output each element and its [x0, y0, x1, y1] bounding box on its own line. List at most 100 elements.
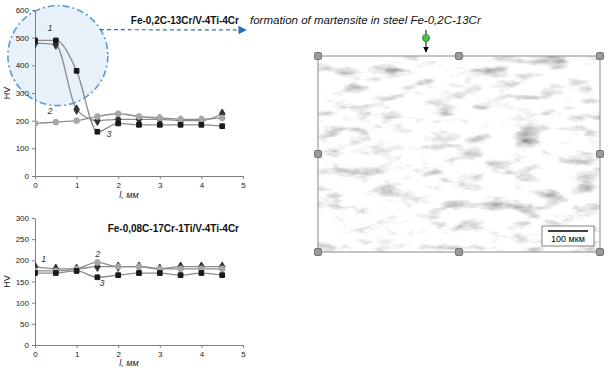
series-line — [35, 114, 222, 124]
y-tick: 250 — [16, 235, 35, 244]
selection-handle — [456, 249, 463, 256]
x-tick: 1 — [75, 176, 80, 190]
series-line — [35, 43, 222, 120]
x-tick-mark — [118, 345, 119, 348]
x-tick: 0 — [33, 176, 38, 190]
micrograph: 100 мкм — [315, 53, 604, 256]
series-marker — [157, 271, 162, 276]
y-tick: 0 — [25, 172, 35, 181]
y-tick: 300 — [16, 214, 35, 223]
y-tick-label: 100 — [16, 299, 30, 308]
x-axis-title: l, мм — [119, 190, 138, 200]
scale-bar-box — [542, 226, 594, 246]
x-tick: 1 — [75, 345, 80, 359]
series-marker — [35, 271, 37, 276]
scale-bar — [548, 230, 588, 232]
series-marker — [35, 121, 38, 127]
selection-handle — [315, 151, 322, 158]
series-label: 2 — [46, 106, 52, 116]
y-tick-mark — [32, 239, 35, 240]
x-tick-mark — [201, 345, 202, 348]
y-tick-label: 500 — [16, 34, 30, 43]
x-tick-mark — [201, 176, 202, 179]
selection-handle — [597, 249, 604, 256]
y-tick-label: 300 — [16, 214, 30, 223]
y-tick-label: 300 — [16, 89, 30, 98]
y-tick: 200 — [16, 256, 35, 265]
y-tick: 600 — [16, 6, 35, 15]
x-tick-label: 1 — [75, 350, 80, 359]
plot-area — [35, 38, 225, 134]
y-tick-mark — [32, 121, 35, 122]
x-axis-line — [36, 345, 244, 346]
series-marker — [220, 273, 225, 278]
y-tick-mark — [32, 324, 35, 325]
series-marker — [199, 262, 204, 271]
series-marker — [74, 118, 80, 124]
x-tick-mark — [77, 176, 78, 179]
y-tick-label: 600 — [16, 6, 30, 15]
x-tick: 5 — [241, 176, 246, 190]
series-line — [35, 40, 222, 131]
series-marker — [157, 115, 163, 121]
y-tick-mark — [32, 10, 35, 11]
y-axis: 050100150200250300 — [16, 214, 36, 350]
x-axis: 0 1 2 3 4 5 — [33, 345, 246, 359]
x-tick: 5 — [241, 345, 246, 359]
selection-handle — [315, 53, 322, 60]
series-marker — [74, 105, 79, 114]
x-tick-label: 3 — [158, 181, 163, 190]
series-marker — [74, 269, 79, 274]
y-tick-label: 100 — [16, 144, 30, 153]
series-marker — [219, 115, 225, 121]
x-tick: 2 — [116, 345, 121, 359]
y-tick-mark — [32, 303, 35, 304]
series-label: 1 — [47, 23, 52, 33]
series-label: 3 — [99, 278, 104, 288]
micrograph-frame — [318, 56, 600, 252]
x-tick-label: 3 — [158, 350, 163, 359]
series-marker — [74, 264, 79, 273]
series-marker — [35, 38, 37, 43]
series-label: 2 — [94, 249, 100, 259]
x-tick-label: 5 — [241, 181, 246, 190]
y-tick: 100 — [16, 299, 35, 308]
y-tick-label: 200 — [16, 256, 30, 265]
selection-handle — [597, 151, 604, 158]
x-tick-mark — [243, 176, 244, 179]
x-tick-mark — [118, 176, 119, 179]
annotation-arrow — [100, 29, 246, 31]
y-tick-mark — [32, 282, 35, 283]
x-tick: 4 — [200, 176, 205, 190]
x-tick: 0 — [33, 345, 38, 359]
y-tick-mark — [32, 38, 35, 39]
series-marker — [220, 124, 225, 129]
x-tick-mark — [243, 345, 244, 348]
series-line — [35, 271, 222, 277]
figure: 0123450100200300400500600l, ммHVFe-0,2C-… — [0, 0, 611, 370]
y-axis-title: HV — [2, 275, 12, 288]
y-axis: 0100200300400500600 — [16, 6, 36, 181]
y-tick: 100 — [16, 144, 35, 153]
selection-handle — [456, 53, 463, 60]
series-marker — [115, 262, 120, 271]
y-tick: 300 — [16, 89, 35, 98]
series-marker — [199, 122, 204, 127]
y-tick-label: 400 — [16, 61, 30, 70]
series-marker — [95, 260, 101, 266]
series-marker — [178, 116, 184, 122]
series-marker — [178, 122, 183, 127]
series-marker — [115, 264, 121, 270]
series-marker — [35, 38, 38, 47]
chart-title: Fe-0,2C-13Cr/V-4Ti-4Cr — [131, 15, 239, 26]
y-axis-title: HV — [2, 87, 12, 100]
y-tick: 0 — [25, 341, 35, 350]
x-tick-label: 4 — [200, 350, 205, 359]
x-tick-label: 1 — [75, 181, 80, 190]
selection-handle — [597, 53, 604, 60]
y-tick: 150 — [16, 278, 35, 287]
x-tick-mark — [160, 345, 161, 348]
chart-title: Fe-0,08C-17Cr-1Ti/V-4Ti-4Cr — [108, 223, 239, 234]
series-marker — [178, 273, 183, 278]
micrograph-image — [318, 56, 600, 252]
